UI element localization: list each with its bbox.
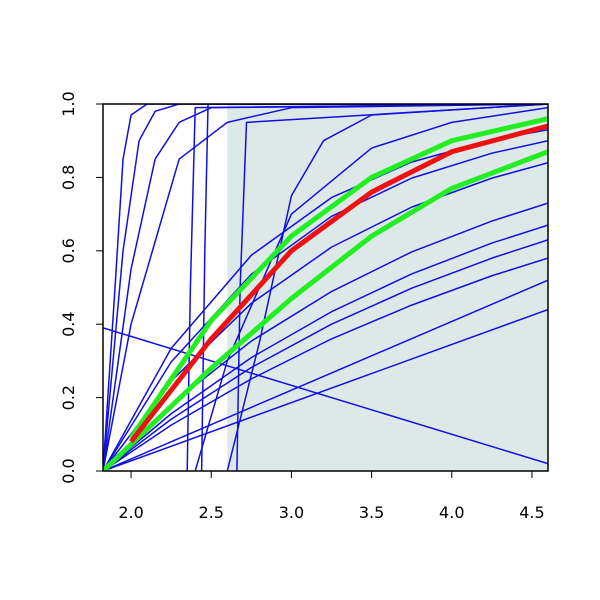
series-line bbox=[226, 104, 548, 471]
x-tick-label: 3.0 bbox=[279, 503, 304, 522]
plot-area bbox=[103, 104, 548, 471]
series-line bbox=[103, 139, 548, 471]
series-line bbox=[103, 327, 548, 465]
plot-border bbox=[102, 103, 549, 472]
y-tick-label: 0.2 bbox=[59, 385, 78, 410]
x-tick-label: 3.5 bbox=[359, 503, 384, 522]
series-line bbox=[103, 149, 548, 471]
series-line bbox=[103, 308, 548, 471]
x-tick-label: 2.0 bbox=[118, 503, 143, 522]
series-line bbox=[128, 116, 548, 440]
series-line bbox=[194, 106, 548, 471]
x-tick-label: 4.5 bbox=[519, 503, 544, 522]
shaded-region bbox=[227, 104, 548, 471]
y-tick-label: 0.6 bbox=[59, 238, 78, 263]
x-tick-label: 2.5 bbox=[199, 503, 224, 522]
y-tick-label: 0.4 bbox=[59, 311, 78, 336]
y-tick-label: 0.0 bbox=[59, 458, 78, 483]
series-line bbox=[103, 104, 548, 471]
series-line bbox=[103, 239, 548, 471]
series-line bbox=[186, 104, 548, 471]
series-line bbox=[200, 104, 548, 471]
y-tick-label: 1.0 bbox=[59, 91, 78, 116]
series-line bbox=[103, 279, 548, 471]
series-line bbox=[129, 123, 548, 444]
series-line bbox=[103, 224, 548, 471]
x-tick-label: 4.0 bbox=[439, 503, 464, 522]
series-line bbox=[103, 104, 548, 471]
series-line bbox=[103, 257, 548, 471]
series-line bbox=[103, 104, 548, 471]
y-tick-label: 0.8 bbox=[59, 165, 78, 190]
